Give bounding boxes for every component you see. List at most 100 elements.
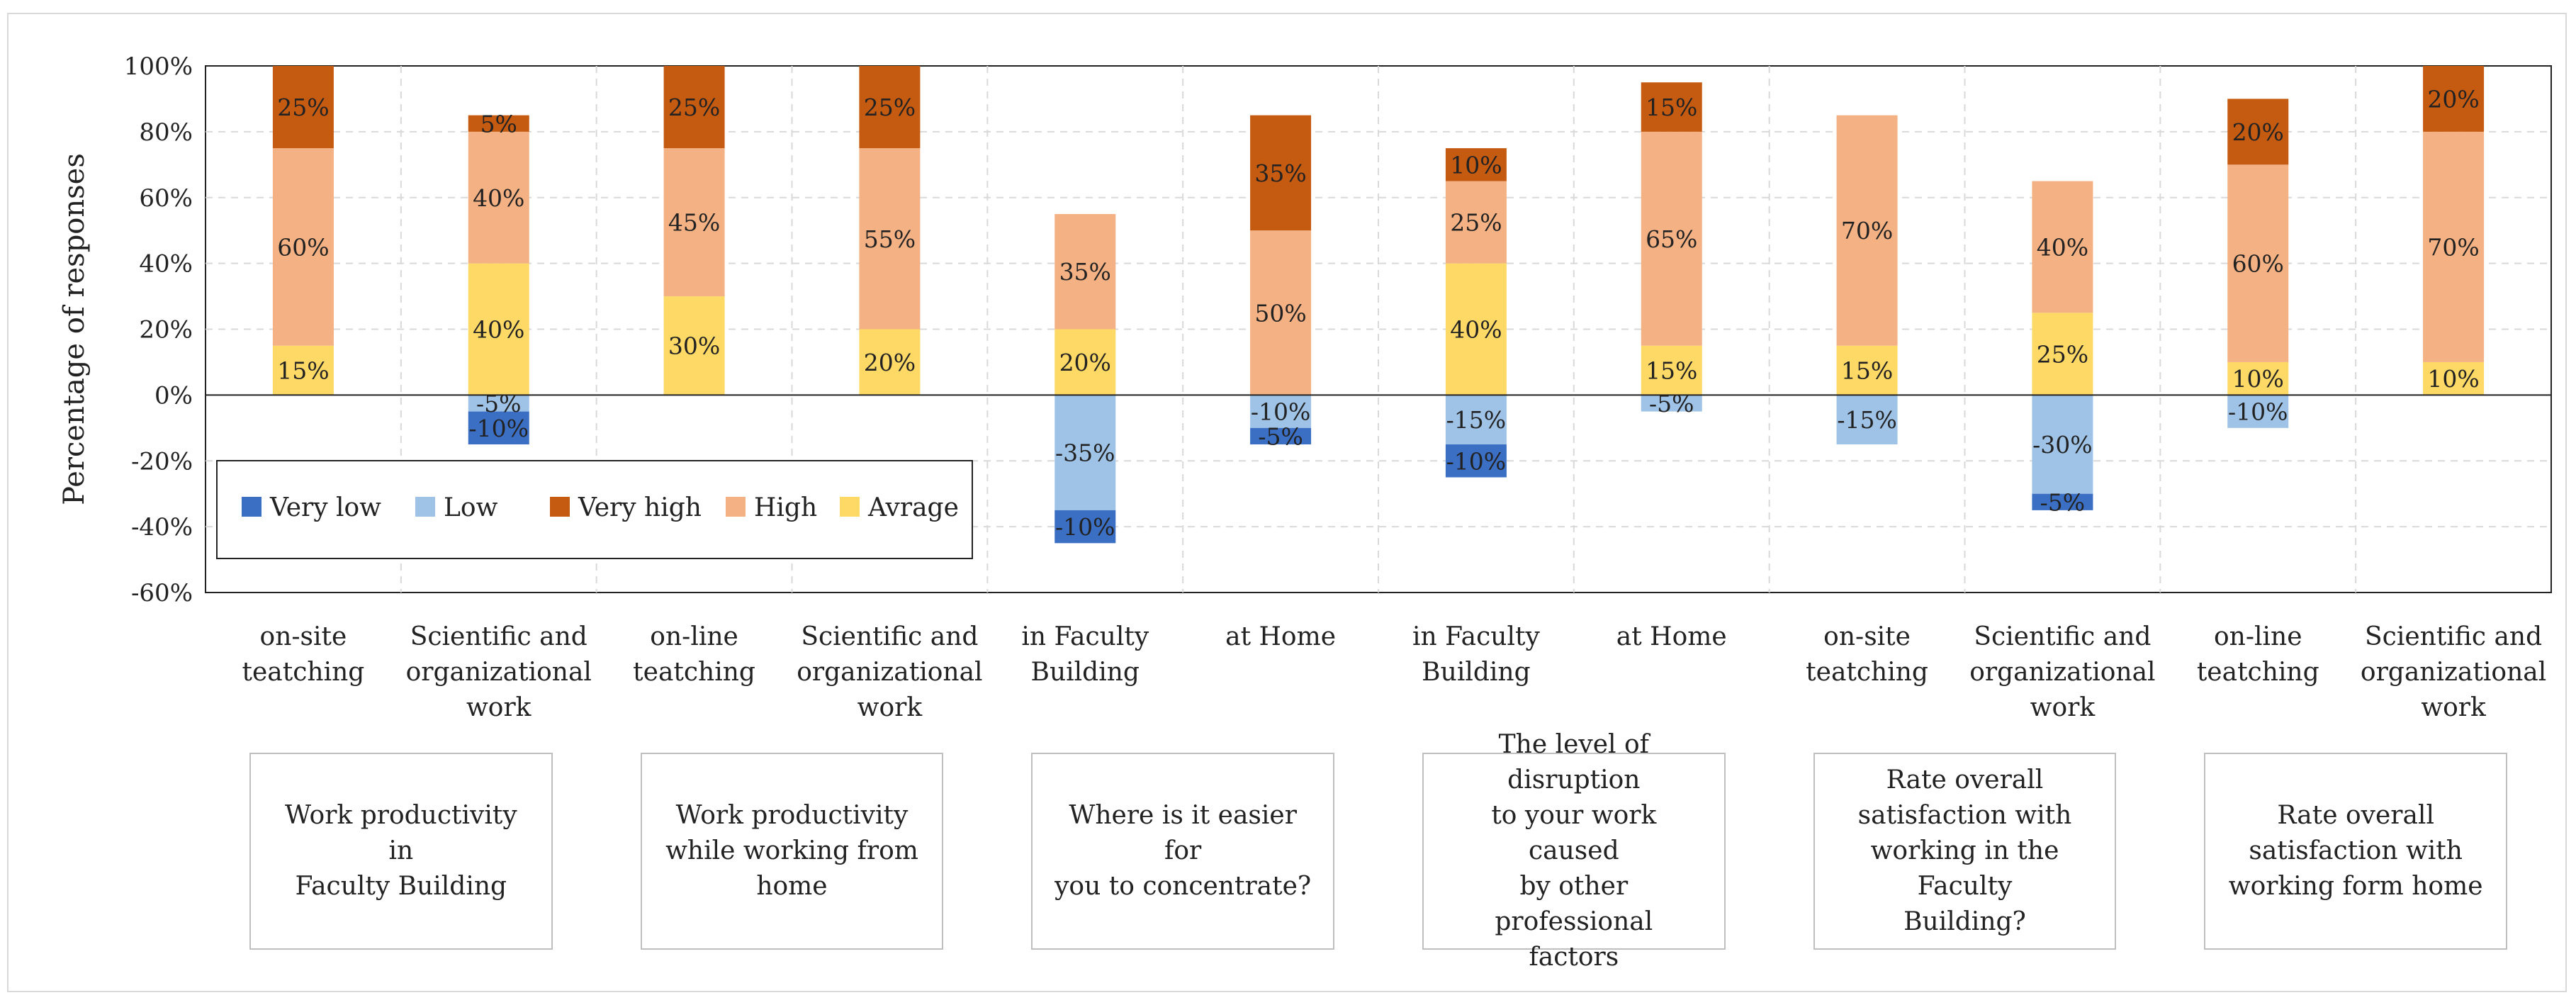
y-tick-label: 20%	[139, 316, 193, 344]
category-label: work	[2030, 693, 2096, 722]
bar-very-low	[468, 411, 529, 445]
data-label: 10%	[1450, 151, 1502, 179]
y-tick-label: -20%	[131, 447, 193, 476]
category-label: on-line	[2214, 622, 2302, 651]
data-label: 50%	[1254, 299, 1306, 327]
data-label: -5%	[1649, 390, 1694, 417]
data-label: 25%	[864, 94, 916, 121]
y-axis-label: Percentage of responses	[58, 153, 91, 505]
data-label: 45%	[668, 209, 720, 237]
data-label: 20%	[2232, 118, 2284, 146]
category-label: in Faculty	[1412, 622, 1540, 651]
question-group-label-line: Building?	[1903, 907, 2026, 936]
bar-very-high	[663, 66, 725, 149]
data-label: -15%	[1837, 406, 1897, 434]
bar-very-high	[1250, 115, 1312, 231]
bar-high	[1054, 213, 1116, 330]
data-label: 25%	[1450, 209, 1502, 237]
question-group-label-line: Rate overall	[1886, 765, 2044, 795]
bar-low	[1054, 395, 1116, 510]
question-group-label-line: Where is it easier for	[1069, 801, 1297, 865]
category-label: Building	[1422, 658, 1530, 687]
bar-avrage	[468, 263, 529, 395]
category-label: teatching	[2197, 658, 2319, 687]
legend-label: Very low	[269, 493, 381, 522]
bar-low	[1250, 395, 1312, 428]
question-group-box: Work productivity while working from home	[640, 753, 944, 950]
question-group-label-line: working form home	[2228, 872, 2483, 901]
bar-avrage	[272, 345, 334, 395]
bar-avrage	[2423, 361, 2485, 395]
data-label: 20%	[864, 349, 916, 376]
y-tick-label: 40%	[139, 250, 193, 279]
bar-very-high	[468, 115, 529, 132]
question-group-label-line: home	[756, 872, 828, 901]
bar-low	[1836, 395, 1898, 445]
question-group-label-line: satisfaction with	[2249, 836, 2463, 865]
data-label: -10%	[1055, 513, 1115, 541]
y-tick-label: 80%	[139, 118, 193, 147]
data-label: 15%	[1841, 357, 1893, 385]
bar-high	[1445, 181, 1507, 264]
data-label: 65%	[1646, 225, 1697, 253]
bar-high	[272, 148, 334, 346]
bar-avrage	[859, 329, 921, 395]
bar-very-high	[2227, 99, 2289, 165]
bar-avrage	[2227, 361, 2289, 395]
question-group-label: Work productivity in Faculty Building	[272, 798, 530, 904]
y-tick-label: 0%	[154, 381, 193, 410]
data-label: -30%	[2032, 431, 2093, 459]
question-group-label-line: Faculty Building	[295, 872, 507, 901]
data-label: -5%	[1258, 422, 1303, 450]
category-label: work	[466, 693, 532, 722]
question-group-label: The level of disruption to your work caus…	[1445, 727, 1703, 975]
question-group-label: Work productivity while working from home	[665, 798, 918, 904]
legend-label: Low	[444, 493, 498, 522]
data-label: 60%	[277, 233, 329, 261]
bar-high	[859, 148, 921, 330]
data-label: 15%	[1646, 94, 1697, 121]
data-label: 5%	[480, 110, 517, 137]
data-label: 40%	[2037, 233, 2088, 261]
category-label: work	[2421, 693, 2487, 722]
question-group-label: Rate overall satisfaction with working for…	[2229, 798, 2483, 904]
legend-swatch	[242, 497, 261, 517]
data-label: 15%	[1646, 357, 1697, 385]
bar-high	[468, 131, 529, 264]
category-label: teatching	[242, 658, 365, 687]
legend-swatch	[415, 497, 435, 517]
category-label: Scientific and	[801, 622, 978, 651]
question-group-label-line: The level of disruption	[1498, 730, 1650, 795]
data-label: 30%	[668, 332, 720, 360]
data-label: 10%	[2427, 365, 2479, 393]
question-group-label-line: Work productivity in	[285, 801, 517, 865]
category-label: at Home	[1225, 622, 1336, 651]
bar-avrage	[1054, 329, 1116, 395]
data-label: 25%	[277, 94, 329, 121]
bar-very-low	[2032, 493, 2093, 510]
data-label: 20%	[2427, 85, 2479, 113]
category-label: Scientific and	[1974, 622, 2151, 651]
data-label: -10%	[1251, 398, 1311, 426]
bar-avrage	[2032, 313, 2093, 395]
bar-low	[468, 395, 529, 412]
chart-frame	[7, 13, 2567, 992]
bar-high	[2032, 181, 2093, 313]
question-group-box: Work productivity in Faculty Building	[249, 753, 553, 950]
data-label: -5%	[476, 390, 522, 417]
bar-high	[1836, 115, 1898, 346]
data-label: 40%	[473, 316, 524, 344]
data-label: 35%	[1254, 159, 1306, 187]
data-label: -10%	[1446, 447, 1507, 475]
bar-high	[2423, 131, 2485, 362]
data-label: -15%	[1446, 406, 1507, 434]
bar-very-high	[272, 66, 334, 149]
legend-swatch	[726, 497, 746, 517]
question-group-box: Where is it easier for you to concentrate…	[1031, 753, 1334, 950]
data-label: 40%	[473, 184, 524, 212]
bar-high	[1641, 131, 1702, 346]
question-group-label-line: satisfaction with	[1857, 801, 2072, 830]
data-label: 55%	[864, 225, 916, 253]
question-group-label-line: Rate overall	[2277, 801, 2434, 830]
bar-very-low	[1250, 427, 1312, 445]
